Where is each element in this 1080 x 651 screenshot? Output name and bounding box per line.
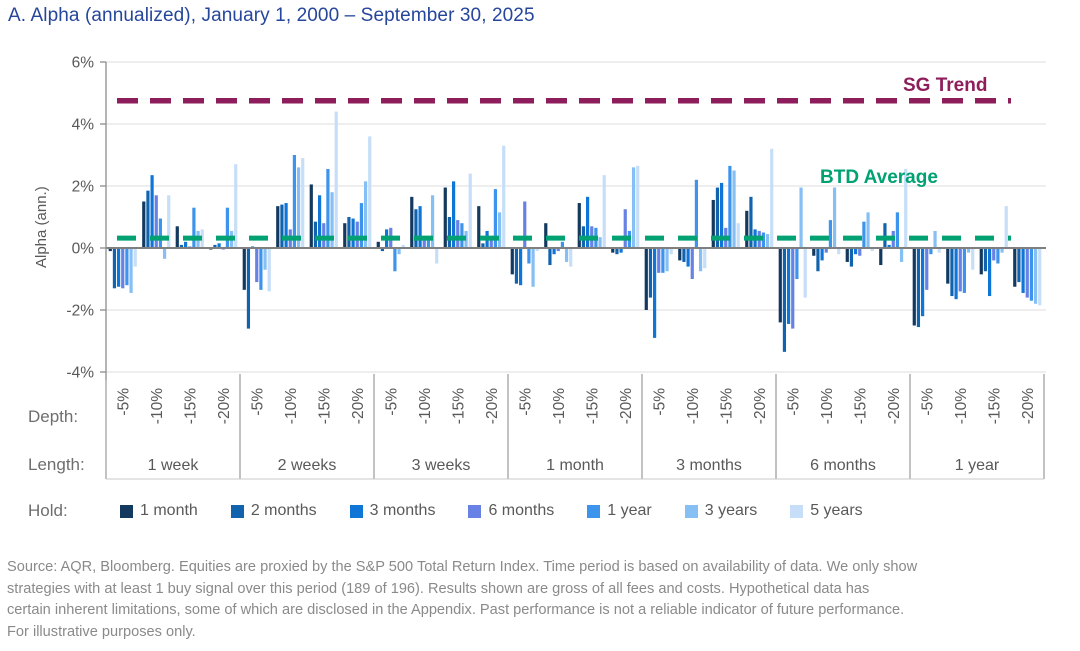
legend-item-label: 3 years <box>704 502 758 519</box>
svg-text:-15%: -15% <box>316 388 333 424</box>
hold-legend-items: 1 month 2 months 3 months 6 months 1 yea… <box>120 502 863 520</box>
hold-legend: Hold: 1 month 2 months 3 months 6 months… <box>28 500 863 522</box>
svg-text:-10%: -10% <box>819 388 836 424</box>
svg-text:-20%: -20% <box>752 388 769 424</box>
legend-item: 3 years <box>684 502 758 520</box>
svg-text:-5%: -5% <box>785 388 802 416</box>
svg-text:3 weeks: 3 weeks <box>412 457 471 474</box>
svg-text:Depth:: Depth: <box>28 407 78 426</box>
svg-text:-15%: -15% <box>718 388 735 424</box>
sg-trend-label: SG Trend <box>903 75 987 96</box>
source-note: Source: AQR, Bloomberg. Equities are pro… <box>7 557 1073 643</box>
legend-swatch-icon <box>790 504 804 518</box>
legend-item-label: 1 year <box>607 502 652 519</box>
legend-item: 3 months <box>349 502 436 520</box>
svg-text:-20%: -20% <box>216 388 233 424</box>
legend-item-label: 2 months <box>250 502 317 519</box>
svg-text:1 month: 1 month <box>546 457 604 474</box>
svg-text:-10%: -10% <box>953 388 970 424</box>
chart-title: A. Alpha (annualized), January 1, 2000 –… <box>8 5 535 26</box>
svg-text:-5%: -5% <box>919 388 936 416</box>
legend-item: 2 months <box>230 502 317 520</box>
btd-average-label: BTD Average <box>820 167 938 188</box>
legend-swatch-icon <box>120 504 133 518</box>
svg-text:-10%: -10% <box>551 388 568 424</box>
legend-item-label: 3 months <box>369 502 436 519</box>
legend-item-label: 5 years <box>810 502 863 519</box>
svg-text:0%: 0% <box>72 241 95 258</box>
hold-legend-caption: Hold: <box>28 501 68 520</box>
svg-text:-5%: -5% <box>249 388 266 416</box>
svg-text:2 weeks: 2 weeks <box>278 457 337 474</box>
legend-item: 1 year <box>587 502 652 520</box>
svg-text:6%: 6% <box>72 55 95 72</box>
legend-swatch-icon <box>587 504 601 518</box>
svg-text:-5%: -5% <box>115 388 132 416</box>
legend-swatch-icon <box>349 504 363 518</box>
source-line: Source: AQR, Bloomberg. Equities are pro… <box>7 559 918 575</box>
svg-text:-10%: -10% <box>283 388 300 424</box>
svg-text:-15%: -15% <box>584 388 601 424</box>
legend-item-label: 1 month <box>140 502 198 519</box>
legend-item: 6 months <box>468 502 554 520</box>
svg-text:-15%: -15% <box>450 388 467 424</box>
legend-swatch-icon <box>230 504 244 518</box>
svg-text:-10%: -10% <box>417 388 434 424</box>
legend-item: 1 month <box>120 502 198 520</box>
legend-swatch-icon <box>684 504 698 518</box>
source-line: strategies with at least 1 buy signal ov… <box>7 580 870 597</box>
svg-text:4%: 4% <box>72 117 95 134</box>
svg-text:-20%: -20% <box>1020 388 1037 424</box>
legend-item: 5 years <box>790 502 863 520</box>
svg-text:-15%: -15% <box>986 388 1003 424</box>
svg-text:-5%: -5% <box>517 388 534 416</box>
svg-text:1 week: 1 week <box>148 457 200 474</box>
legend-swatch-icon <box>468 504 482 518</box>
svg-text:-20%: -20% <box>350 388 367 424</box>
svg-text:-20%: -20% <box>484 388 501 424</box>
svg-text:Length:: Length: <box>28 455 85 474</box>
svg-text:-10%: -10% <box>149 388 166 424</box>
svg-text:-15%: -15% <box>852 388 869 424</box>
source-line: For illustrative purposes only. <box>7 623 196 640</box>
svg-text:-20%: -20% <box>618 388 635 424</box>
svg-text:2%: 2% <box>72 179 95 196</box>
svg-text:3 months: 3 months <box>676 457 742 474</box>
source-line: certain inherent limitations, some of wh… <box>7 602 905 618</box>
svg-text:-4%: -4% <box>66 365 94 382</box>
svg-text:-5%: -5% <box>651 388 668 416</box>
svg-text:-10%: -10% <box>685 388 702 424</box>
legend-item-label: 6 months <box>488 502 555 519</box>
svg-text:-15%: -15% <box>182 388 199 424</box>
svg-text:-2%: -2% <box>66 303 94 320</box>
svg-text:-20%: -20% <box>886 388 903 424</box>
y-axis-title: Alpha (ann.) <box>33 186 50 268</box>
svg-text:6 months: 6 months <box>810 457 876 474</box>
svg-text:-5%: -5% <box>383 388 400 416</box>
svg-text:1 year: 1 year <box>955 457 1000 474</box>
